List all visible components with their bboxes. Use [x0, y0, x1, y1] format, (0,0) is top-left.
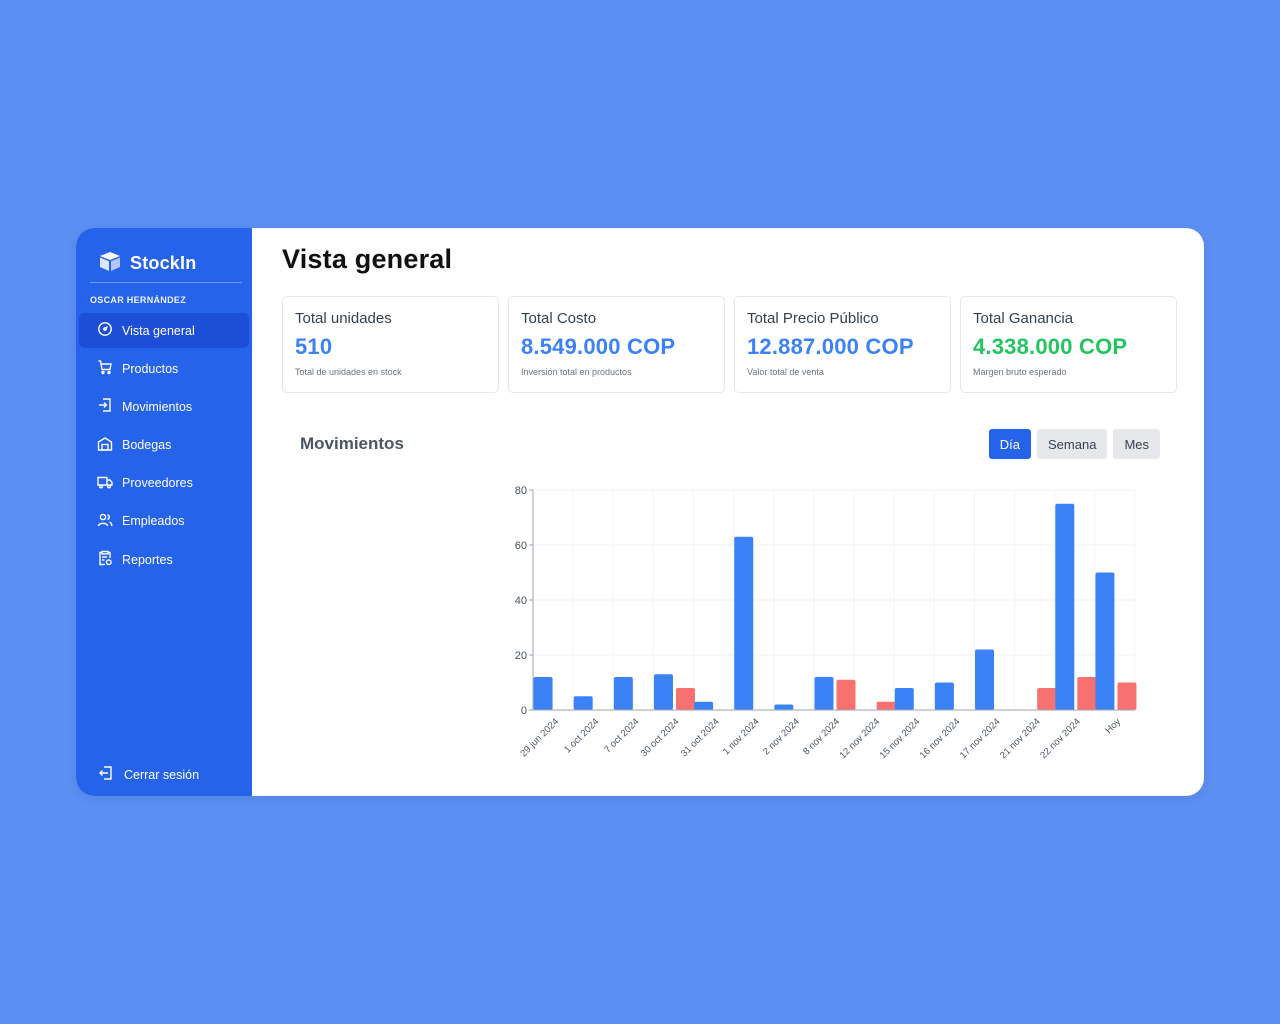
bar-series-1: [894, 688, 914, 710]
sidebar-nav: Vista general Productos Movimientos Bode…: [76, 313, 252, 577]
warehouse-icon: [97, 436, 113, 455]
x-tick-label: 1 nov 2024: [721, 716, 762, 757]
card-label: Total Ganancia: [973, 310, 1074, 327]
bar-series-1: [734, 536, 754, 710]
user-name: OSCAR HERNÁNDEZ: [90, 295, 187, 305]
range-button-semana[interactable]: Semana: [1037, 429, 1108, 459]
chart-title: Movimientos: [300, 434, 404, 453]
page-title: Vista general: [282, 244, 453, 274]
y-tick-label: 60: [515, 540, 527, 552]
gauge-icon: [97, 321, 113, 340]
bar-series-2: [1117, 682, 1137, 710]
main-content: Vista general Total unidades 510 Total d…: [252, 228, 1204, 796]
bar-series-1: [653, 674, 673, 710]
sidebar-item-productos[interactable]: Productos: [79, 351, 249, 386]
bar-series-2: [1077, 677, 1097, 710]
app-window: StockIn OSCAR HERNÁNDEZ Vista general Pr…: [76, 228, 1204, 796]
card-total-ganancia: Total Ganancia 4.338.000 COP Margen brut…: [960, 296, 1177, 393]
logout-button[interactable]: Cerrar sesión: [98, 765, 199, 784]
x-tick-label: 15 nov 2024: [878, 716, 923, 761]
x-tick-label: 31 oct 2024: [679, 716, 722, 759]
bar-series-1: [613, 677, 633, 710]
x-tick-label: 22 nov 2024: [1038, 716, 1083, 761]
range-button-mes[interactable]: Mes: [1113, 429, 1160, 459]
y-tick-label: 20: [515, 650, 527, 662]
logout-icon: [98, 765, 114, 784]
sidebar-item-proveedores[interactable]: Proveedores: [79, 466, 249, 501]
range-button-dia[interactable]: Día: [988, 429, 1032, 459]
x-tick-label: 2 nov 2024: [761, 716, 802, 757]
sidebar-item-movimientos[interactable]: Movimientos: [79, 389, 249, 424]
bar-series-1: [694, 701, 714, 710]
truck-icon: [97, 474, 113, 493]
bar-series-1: [1055, 503, 1075, 710]
sidebar-item-bodegas[interactable]: Bodegas: [79, 428, 249, 463]
chart-header: Movimientos Día Semana Mes: [282, 429, 1177, 459]
y-tick-label: 80: [515, 485, 527, 497]
bar-series-1: [573, 696, 593, 710]
card-value: 4.338.000 COP: [973, 334, 1128, 359]
sidebar-item-label: Proveedores: [122, 476, 193, 491]
summary-cards: Total unidades 510 Total de unidades en …: [282, 296, 1177, 393]
x-tick-label: Hoy: [1103, 716, 1123, 736]
sidebar: StockIn OSCAR HERNÁNDEZ Vista general Pr…: [76, 228, 252, 796]
sidebar-item-reportes[interactable]: Reportes: [79, 542, 249, 577]
card-total-unidades: Total unidades 510 Total de unidades en …: [282, 296, 499, 393]
brand[interactable]: StockIn: [76, 228, 252, 282]
clipboard-report-icon: [97, 550, 113, 569]
card-label: Total Costo: [521, 310, 597, 327]
card-subtitle: Inversión total en productos: [521, 367, 632, 377]
bar-series-1: [774, 704, 794, 710]
card-subtitle: Valor total de venta: [747, 367, 824, 377]
card-value: 510: [295, 334, 333, 359]
sidebar-item-label: Bodegas: [122, 438, 172, 453]
card-subtitle: Margen bruto esperado: [973, 367, 1067, 377]
bar-series-1: [1095, 572, 1115, 710]
x-tick-label: 29 jun 2024: [518, 716, 561, 759]
bar-series-2: [675, 688, 695, 710]
sidebar-item-empleados[interactable]: Empleados: [79, 504, 249, 539]
x-tick-label: 17 nov 2024: [958, 716, 1003, 761]
bar-series-2: [1037, 688, 1057, 710]
card-total-precio-publico: Total Precio Público 12.887.000 COP Valo…: [734, 296, 951, 393]
sidebar-item-label: Vista general: [122, 323, 195, 338]
cart-icon: [97, 359, 113, 378]
bar-series-1: [934, 682, 954, 710]
card-label: Total unidades: [295, 310, 392, 327]
y-tick-label: 40: [515, 595, 527, 607]
bar-series-2: [876, 701, 896, 710]
sidebar-item-label: Movimientos: [122, 399, 193, 414]
y-tick-label: 0: [521, 705, 527, 717]
x-tick-label: 16 nov 2024: [918, 716, 963, 761]
x-tick-label: 7 oct 2024: [602, 716, 641, 755]
card-value: 12.887.000 COP: [747, 334, 914, 359]
sidebar-item-label: Empleados: [122, 514, 185, 529]
login-box-icon: [97, 397, 113, 416]
bar-series-2: [836, 679, 856, 710]
x-tick-label: 12 nov 2024: [837, 716, 882, 761]
x-tick-label: 8 nov 2024: [801, 716, 842, 757]
movements-chart: 0 20 40 60 80 29 jun 2024 1 oct 2024 7 oct 2024…: [515, 485, 1137, 761]
brand-name: StockIn: [130, 252, 197, 273]
box-logo-icon: [98, 250, 122, 277]
card-subtitle: Total de unidades en stock: [295, 367, 402, 377]
card-total-costo: Total Costo 8.549.000 COP Inversión tota…: [508, 296, 725, 393]
brand-divider: [90, 282, 242, 283]
x-tick-label: 1 oct 2024: [562, 716, 601, 755]
x-tick-label: 30 oct 2024: [639, 716, 682, 759]
bar-series-1: [533, 677, 553, 710]
card-label: Total Precio Público: [747, 310, 879, 327]
bar-series-1: [814, 677, 834, 710]
sidebar-item-label: Reportes: [122, 552, 173, 567]
logout-label: Cerrar sesión: [124, 767, 200, 782]
x-tick-label: 21 nov 2024: [998, 716, 1043, 761]
sidebar-item-vista-general[interactable]: Vista general: [79, 313, 249, 348]
users-icon: [97, 512, 113, 531]
sidebar-item-label: Productos: [122, 361, 179, 376]
range-selector: Día Semana Mes: [988, 429, 1160, 459]
card-value: 8.549.000 COP: [521, 334, 676, 359]
bar-series-1: [975, 649, 995, 710]
